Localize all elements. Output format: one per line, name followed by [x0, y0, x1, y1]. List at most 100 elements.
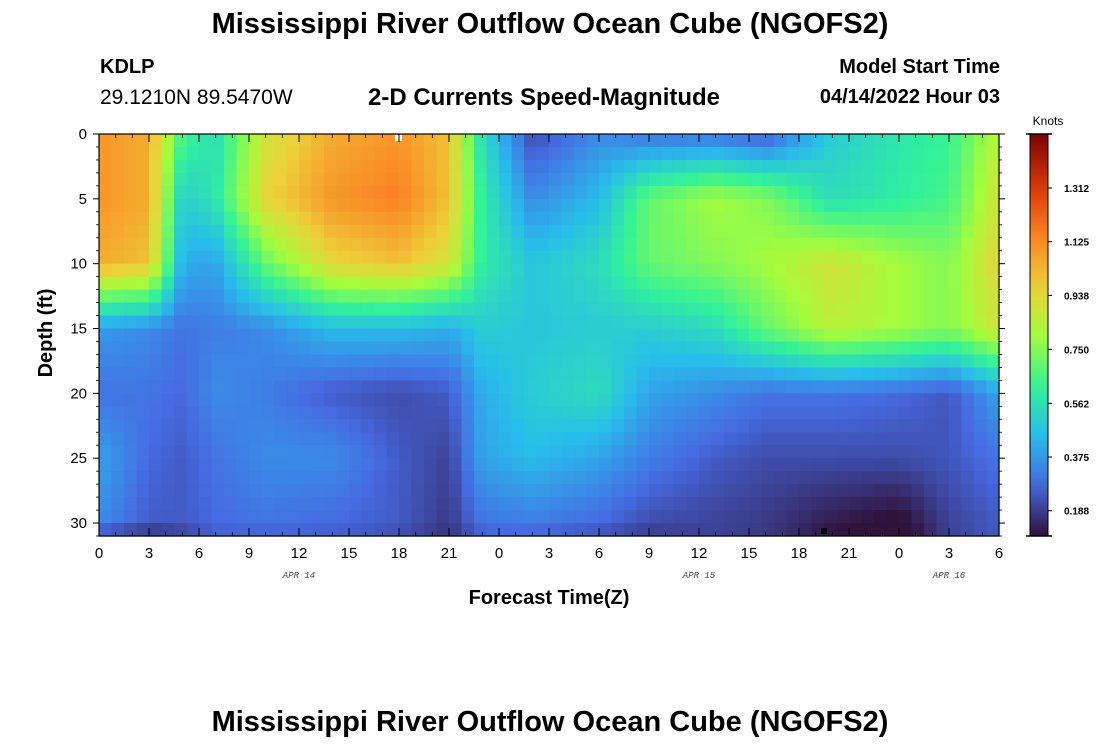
heatmap-cell [961, 393, 975, 407]
heatmap-cell [974, 341, 988, 356]
heatmap-cell [274, 445, 288, 459]
heatmap-cell [99, 445, 113, 459]
heatmap-cell [274, 185, 288, 200]
heatmap-cell [524, 354, 538, 369]
heatmap-cell [624, 354, 638, 369]
heatmap-cell [936, 263, 950, 278]
heatmap-cell [211, 237, 225, 252]
heatmap-cell [449, 484, 463, 498]
heatmap-cell [349, 237, 363, 252]
heatmap-cell [824, 289, 838, 304]
heatmap-cell [449, 380, 463, 394]
heatmap-cell [849, 211, 863, 226]
heatmap-cell [511, 250, 525, 265]
heatmap-cell [261, 224, 275, 239]
heatmap-cell [824, 484, 838, 498]
heatmap-cell [861, 302, 875, 317]
heatmap-cell [549, 198, 563, 213]
heatmap-cell [574, 211, 588, 226]
heatmap-cell [749, 263, 763, 278]
heatmap-cell [549, 237, 563, 252]
heatmap-cell [149, 523, 163, 537]
heatmap-cell [624, 172, 638, 187]
heatmap-cell [686, 328, 700, 343]
heatmap-cell [574, 380, 588, 394]
heatmap-cell [236, 432, 250, 446]
heatmap-cell [461, 380, 475, 394]
heatmap-cell [424, 354, 438, 369]
heatmap-cell [236, 159, 250, 174]
heatmap-cell [349, 471, 363, 485]
heatmap-cell [624, 237, 638, 252]
heatmap-cell [474, 237, 488, 252]
heatmap-cell [249, 250, 263, 265]
heatmap-cell [799, 211, 813, 226]
heatmap-cell [686, 523, 700, 537]
heatmap-cell [874, 523, 888, 537]
heatmap-cell [549, 134, 563, 148]
heatmap-cell [149, 393, 163, 407]
heatmap-cell [936, 159, 950, 174]
heatmap-cell [711, 224, 725, 239]
heatmap-cell [699, 432, 713, 446]
heatmap-cell [849, 159, 863, 174]
heatmap-cell [449, 237, 463, 252]
heatmap-cell [749, 510, 763, 524]
heatmap-cell [286, 211, 300, 226]
heatmap-cell [211, 393, 225, 407]
heatmap-cell [461, 185, 475, 200]
heatmap-cell [849, 172, 863, 187]
heatmap-cell [949, 380, 963, 394]
heatmap-cell [674, 497, 688, 511]
heatmap-cell [624, 380, 638, 394]
heatmap-cell [511, 289, 525, 304]
heatmap-cell [461, 198, 475, 213]
heatmap-cell [436, 224, 450, 239]
heatmap-cell [811, 198, 825, 213]
heatmap-cell [649, 471, 663, 485]
heatmap-cell [336, 484, 350, 498]
heatmap-cell [274, 237, 288, 252]
heatmap-cell [849, 250, 863, 265]
heatmap-cell [649, 445, 663, 459]
heatmap-cell [899, 237, 913, 252]
heatmap-cell [299, 172, 313, 187]
heatmap-cell [824, 263, 838, 278]
heatmap-cell [674, 380, 688, 394]
heatmap-cell [124, 367, 138, 381]
heatmap-cell [936, 302, 950, 317]
heatmap-cell [224, 328, 238, 343]
heatmap-cell [111, 237, 125, 252]
heatmap-cell [161, 211, 175, 226]
heatmap-cell [724, 471, 738, 485]
heatmap-cell [436, 159, 450, 174]
heatmap-cell [161, 224, 175, 239]
heatmap-cell [774, 367, 788, 381]
heatmap-cell [824, 198, 838, 213]
heatmap-cell [299, 354, 313, 369]
heatmap-cell [824, 445, 838, 459]
heatmap-cell [124, 354, 138, 369]
heatmap-cell [699, 159, 713, 174]
heatmap-cell [286, 237, 300, 252]
heatmap-cell [349, 380, 363, 394]
heatmap-cell [399, 315, 413, 330]
heatmap-cell [474, 432, 488, 446]
heatmap-cell [836, 328, 850, 343]
heatmap-cell [899, 380, 913, 394]
heatmap-cell [411, 224, 425, 239]
heatmap-cell [874, 510, 888, 524]
heatmap-cell [811, 276, 825, 291]
heatmap-cell [511, 471, 525, 485]
chart-subtitle: 2-D Currents Speed-Magnitude [368, 84, 721, 111]
heatmap-cell [174, 354, 188, 369]
heatmap-cell [186, 315, 200, 330]
heatmap-cell [924, 419, 938, 433]
heatmap-cell [611, 380, 625, 394]
heatmap-cell [749, 432, 763, 446]
heatmap-cell [849, 237, 863, 252]
heatmap-cell [924, 367, 938, 381]
heatmap-cell [799, 419, 813, 433]
heatmap-cell [599, 172, 613, 187]
